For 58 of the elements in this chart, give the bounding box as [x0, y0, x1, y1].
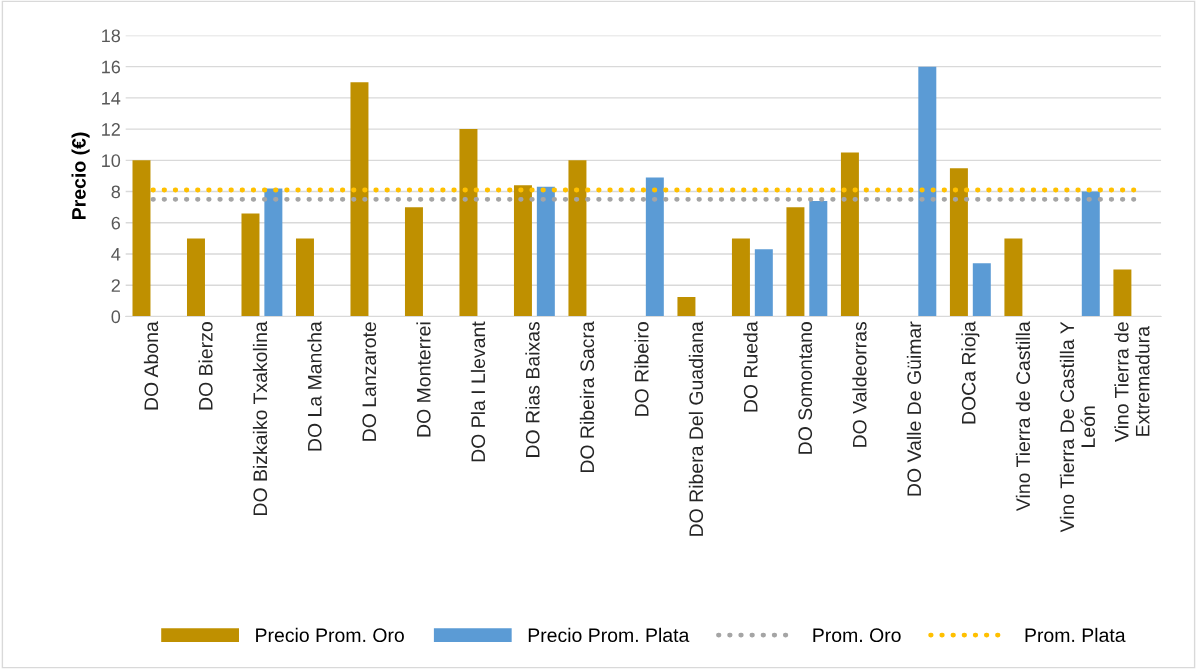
bar: [1081, 191, 1100, 317]
y-tick-label: 2: [111, 279, 120, 292]
x-tick-label: DO Monterrei: [416, 322, 431, 437]
bar: [404, 207, 423, 317]
x-tick-label: DO La Mancha: [307, 321, 322, 451]
x-tick-label: DO Valle De Güimar: [906, 321, 922, 496]
x-tick-label: DO Somontano: [798, 322, 813, 454]
bar: [731, 238, 750, 317]
legend-label: Prom. Plata: [1025, 627, 1126, 643]
x-tick-label: DO Abona: [143, 321, 159, 410]
bar: [536, 186, 555, 317]
y-tick-label: 12: [102, 123, 120, 136]
legend-label: Prom. Oro: [813, 628, 901, 643]
x-tick-label: DO Valdeorras: [852, 321, 867, 447]
bar: [568, 160, 587, 317]
legend-label: Precio Prom. Plata: [528, 627, 690, 643]
x-tick-label: DOCa Rioja: [961, 321, 980, 424]
y-tick-label: 10: [102, 154, 121, 168]
bar: [1113, 269, 1132, 317]
bar: [350, 82, 369, 317]
y-tick-label: 6: [111, 216, 121, 230]
legend-label: Precio Prom. Oro: [256, 627, 404, 643]
bar: [786, 207, 805, 317]
x-tick-label: DO Rueda: [743, 321, 758, 412]
x-tick-label: DO Pla I Llevant: [470, 321, 486, 462]
y-axis-title: Precio (€): [71, 132, 90, 219]
y-tick-label: 0: [111, 310, 121, 324]
y-tick-label: 18: [102, 29, 121, 43]
bar: [949, 168, 968, 317]
bar: [132, 160, 151, 317]
x-tick-label: Vino Tierra de Castilla: [1015, 321, 1031, 512]
bar: [241, 213, 260, 317]
bar: [264, 188, 283, 317]
bar: [754, 249, 773, 317]
x-tick-label: Vino Tierra de Extremadura: [1114, 322, 1150, 442]
x-tick-label: DO Bizkaiko Txakolina: [252, 321, 268, 515]
y-tick-label: 8: [111, 185, 121, 199]
x-tick-label: DO Bierzo: [198, 322, 213, 410]
bar: [677, 296, 696, 317]
x-tick-label: DO Ribeira Sacra: [579, 321, 595, 473]
bar: [645, 177, 664, 317]
bar: [1004, 238, 1023, 317]
bar: [972, 263, 991, 317]
y-tick-label: 14: [102, 92, 121, 105]
bar: [513, 185, 532, 317]
x-tick-label: DO Ribera Del Guadiana: [688, 321, 704, 536]
bar: [295, 238, 314, 317]
x-tick-label: Vino Tierra De Castilla Y León: [1059, 321, 1096, 533]
x-tick-label: DO Ribeiro: [634, 322, 649, 416]
bar: [809, 200, 828, 317]
bar: [186, 238, 205, 317]
bar: [840, 152, 859, 317]
x-tick-label: DO Lanzarote: [362, 322, 377, 441]
x-tick-label: DO Rias Baixas: [525, 322, 540, 457]
bar: [918, 66, 937, 317]
y-tick-label: 4: [111, 248, 121, 261]
y-tick-label: 16: [102, 60, 121, 74]
bar: [459, 129, 478, 317]
